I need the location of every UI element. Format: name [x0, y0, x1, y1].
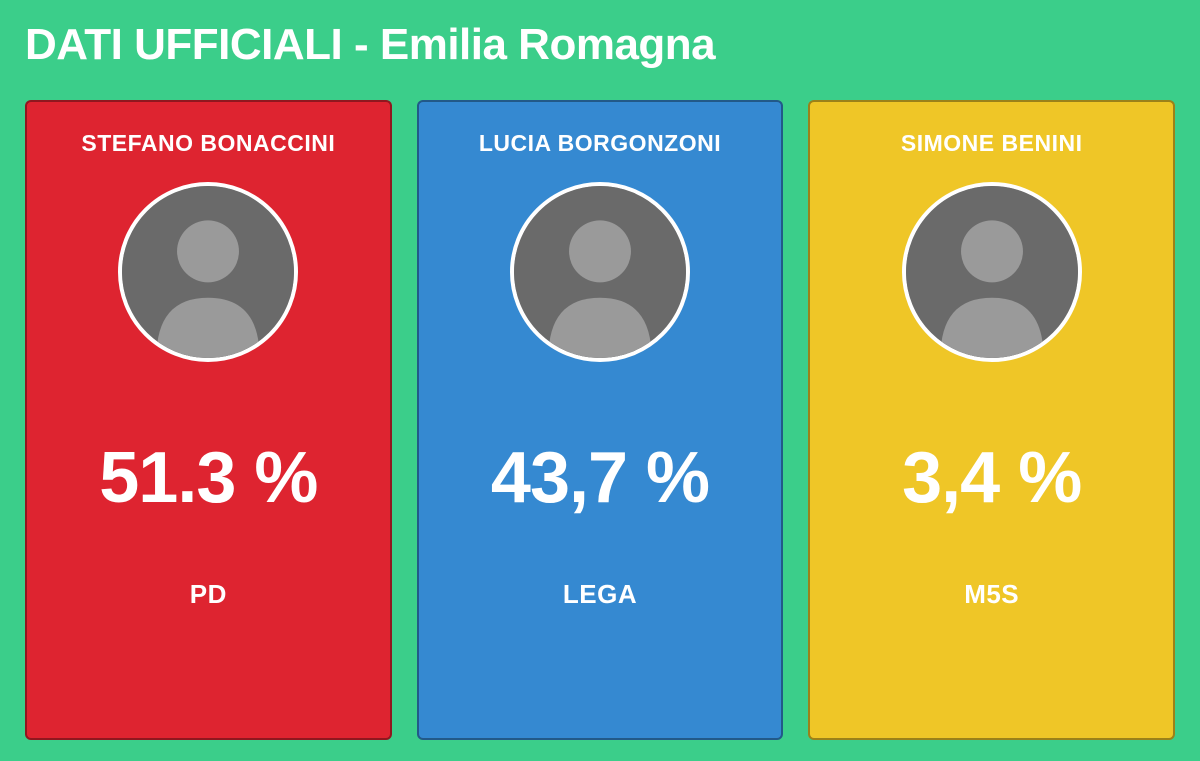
candidate-card-2: SIMONE BENINI 3,4 % M5S [808, 100, 1175, 740]
page-title: DATI UFFICIALI - Emilia Romagna [25, 20, 1175, 70]
candidate-card-0: STEFANO BONACCINI 51.3 % PD [25, 100, 392, 740]
candidate-percentage: 51.3 % [99, 437, 317, 519]
candidate-party: M5S [964, 579, 1019, 610]
person-icon [906, 186, 1078, 358]
candidate-card-1: LUCIA BORGONZONI 43,7 % LEGA [417, 100, 784, 740]
candidate-name: LUCIA BORGONZONI [479, 130, 721, 157]
candidate-percentage: 43,7 % [491, 437, 709, 519]
person-icon [122, 186, 294, 358]
candidate-name: STEFANO BONACCINI [81, 130, 335, 157]
candidate-avatar [510, 182, 690, 362]
candidate-name: SIMONE BENINI [901, 130, 1083, 157]
candidate-avatar [118, 182, 298, 362]
candidate-party: PD [190, 579, 227, 610]
candidate-avatar [902, 182, 1082, 362]
person-icon [514, 186, 686, 358]
candidate-percentage: 3,4 % [902, 437, 1081, 519]
candidate-party: LEGA [563, 579, 637, 610]
candidates-row: STEFANO BONACCINI 51.3 % PD LUCIA BORGON… [25, 100, 1175, 740]
